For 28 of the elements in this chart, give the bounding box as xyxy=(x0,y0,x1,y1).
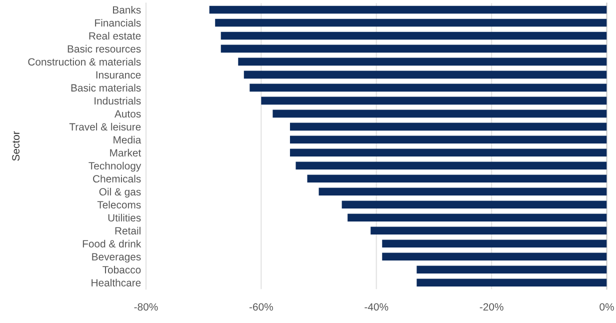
y-tick-label: Food & drink xyxy=(82,240,142,248)
y-tick-label: Utilities xyxy=(108,214,141,222)
y-tick-label: Beverages xyxy=(92,253,141,263)
x-tick-label: -80% xyxy=(134,303,158,311)
y-tick-label: Basic materials xyxy=(71,84,141,92)
y-tick-label: Travel & leisure xyxy=(69,122,141,131)
y-tick-label: Oil & gas xyxy=(99,188,141,198)
y-tick-label: Insurance xyxy=(96,71,141,79)
y-tick-label: Market xyxy=(110,148,142,157)
x-tick-label: -20% xyxy=(480,303,504,311)
y-tick-label: Media xyxy=(114,136,142,144)
y-tick-label: Construction & materials xyxy=(28,58,141,66)
y-tick-label: Retail xyxy=(115,226,140,234)
y-tick-label: Technology xyxy=(88,162,142,172)
x-tick-label: -40% xyxy=(364,303,388,311)
y-tick-label: Chemicals xyxy=(93,174,141,183)
y-tick-label: Tobacco xyxy=(102,266,141,274)
y-tick-label: Healthcare xyxy=(92,278,141,286)
y-tick-label: Telecoms xyxy=(97,200,141,209)
y-axis-title: Sector xyxy=(12,131,20,161)
y-tick-label: Real estate xyxy=(89,32,141,40)
y-tick-label: Banks xyxy=(113,6,141,14)
y-tick-label: Industrials xyxy=(94,96,141,105)
y-tick-label: Basic resources xyxy=(68,44,141,53)
y-tick-label: Autos xyxy=(114,110,141,118)
x-tick-label: -60% xyxy=(249,303,273,311)
y-tick-label: Financials xyxy=(95,18,141,27)
x-tick-label: 0% xyxy=(600,303,614,311)
